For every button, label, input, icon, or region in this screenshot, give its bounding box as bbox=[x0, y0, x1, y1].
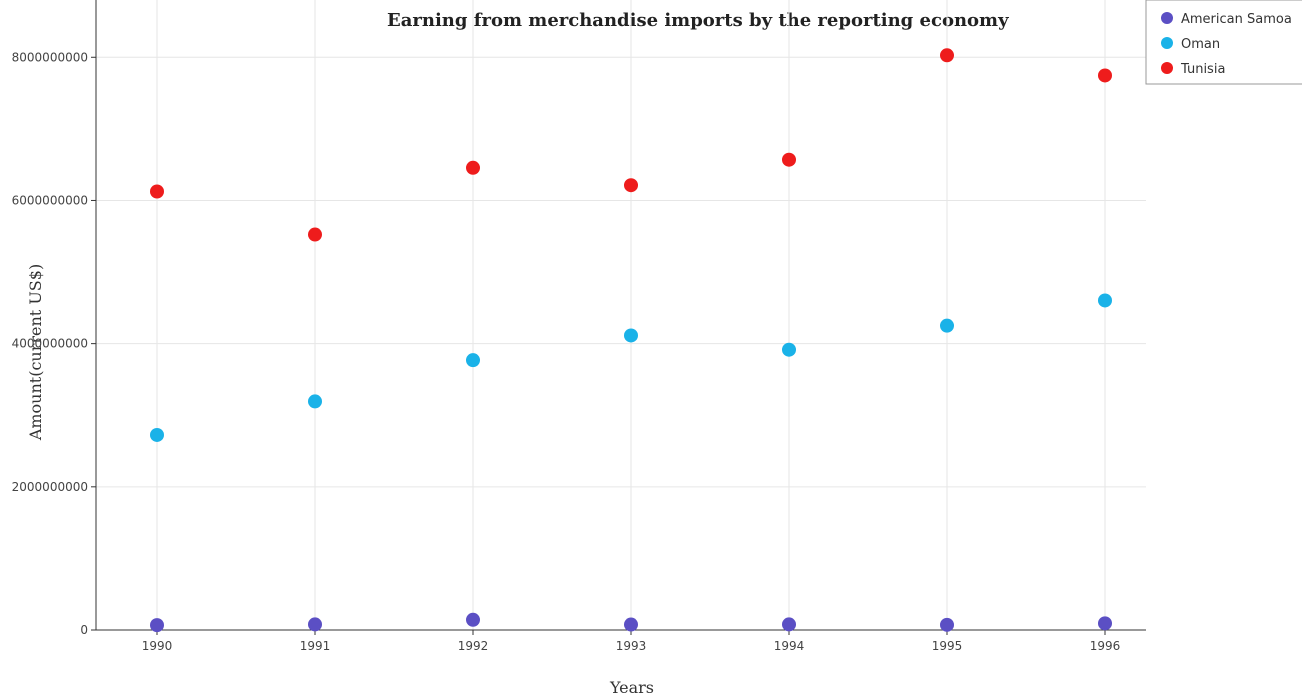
legend-marker-american-samoa bbox=[1161, 12, 1173, 24]
y-tick-label: 6000000000 bbox=[12, 193, 88, 207]
point-tunisia bbox=[150, 184, 164, 199]
x-tick-label: 1992 bbox=[458, 639, 489, 653]
point-oman bbox=[624, 328, 638, 343]
data-points bbox=[150, 48, 1112, 633]
point-tunisia bbox=[624, 178, 638, 193]
point-american-samoa bbox=[624, 617, 638, 632]
point-american-samoa bbox=[1098, 616, 1112, 631]
point-american-samoa bbox=[940, 617, 954, 632]
x-tick-label: 1991 bbox=[300, 639, 331, 653]
y-axis-label: Amount(current US$) bbox=[26, 264, 45, 441]
point-oman bbox=[150, 427, 164, 442]
x-tick-label: 1995 bbox=[932, 639, 963, 653]
x-tick-label: 1994 bbox=[774, 639, 805, 653]
legend-marker-oman bbox=[1161, 37, 1173, 49]
point-tunisia bbox=[782, 152, 796, 167]
point-oman bbox=[308, 394, 322, 409]
legend-label-tunisia: Tunisia bbox=[1180, 62, 1225, 77]
point-oman bbox=[782, 342, 796, 357]
point-tunisia bbox=[1098, 68, 1112, 83]
axes bbox=[91, 0, 1146, 635]
y-tick-label: 4000000000 bbox=[12, 337, 88, 351]
point-american-samoa bbox=[308, 617, 322, 632]
point-tunisia bbox=[308, 227, 322, 242]
x-tick-label: 1993 bbox=[616, 639, 647, 653]
point-american-samoa bbox=[150, 618, 164, 633]
x-tick-label: 1996 bbox=[1090, 639, 1121, 653]
point-tunisia bbox=[466, 160, 480, 175]
legend-label-oman: Oman bbox=[1181, 37, 1220, 52]
point-oman bbox=[1098, 293, 1112, 308]
y-tick-label: 0 bbox=[80, 623, 88, 637]
point-oman bbox=[940, 318, 954, 333]
legend: American Samoa Oman Tunisia bbox=[1145, 0, 1302, 85]
y-tick-label: 2000000000 bbox=[12, 480, 88, 494]
point-american-samoa bbox=[466, 612, 480, 627]
gridlines bbox=[96, 0, 1146, 631]
chart-title: Earning from merchandise imports by the … bbox=[387, 10, 1009, 31]
legend-label-american-samoa: American Samoa bbox=[1181, 12, 1292, 27]
point-oman bbox=[466, 353, 480, 368]
legend-marker-tunisia bbox=[1161, 62, 1173, 74]
point-tunisia bbox=[940, 48, 954, 63]
x-axis-label: Years bbox=[609, 678, 654, 697]
x-tick-label: 1990 bbox=[142, 639, 173, 653]
point-american-samoa bbox=[782, 617, 796, 632]
y-tick-label: 8000000000 bbox=[12, 50, 88, 64]
tick-labels: 0 2000000000 4000000000 6000000000 800000000… bbox=[12, 50, 1121, 653]
